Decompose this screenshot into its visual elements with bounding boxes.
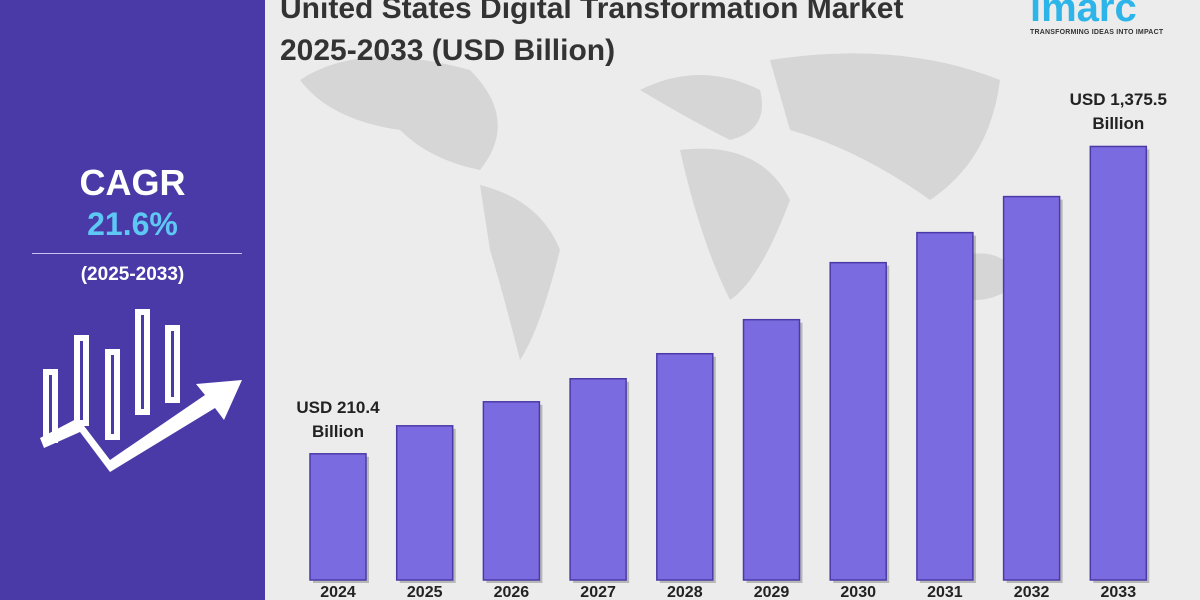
cagr-value: 21.6% — [87, 206, 178, 242]
value-label: USD 1,375.5 Billion — [1069, 90, 1167, 134]
cagr-label: CAGR — [79, 162, 186, 203]
value-label: USD 210.4 Billion — [296, 397, 380, 441]
bar — [656, 352, 714, 581]
bar — [1002, 195, 1061, 581]
bar — [482, 401, 541, 581]
bar — [309, 453, 367, 581]
bar — [916, 231, 974, 581]
tagline: TRANSFORMING IDEAS INTO IMPACT — [1030, 29, 1164, 36]
x-tick-label: 2027 — [580, 584, 616, 600]
x-tick-label: 2025 — [407, 584, 443, 600]
x-tick-label: 2026 — [494, 584, 530, 600]
chart-title: United States Digital Transformation Mar… — [280, 0, 904, 67]
x-tick-label: 2024 — [320, 584, 356, 600]
cagr-period: (2025-2033) — [80, 264, 185, 285]
x-tick-label: 2030 — [840, 584, 876, 600]
world-map — [300, 53, 1020, 360]
x-tick-label: 2033 — [1101, 584, 1137, 600]
bar — [829, 261, 887, 581]
bar — [1089, 145, 1148, 581]
cagr-panel: CAGR 21.6% (2025-2033) — [0, 0, 265, 600]
x-tick-label: 2031 — [927, 584, 963, 600]
bar — [742, 318, 801, 581]
bar — [395, 425, 454, 581]
divider — [32, 253, 242, 254]
x-tick-label: 2028 — [667, 584, 703, 600]
growth-icon — [40, 309, 242, 472]
x-tick-label: 2032 — [1014, 584, 1050, 600]
logo: imarc — [1030, 0, 1137, 30]
bar — [569, 378, 627, 581]
x-tick-label: 2029 — [754, 584, 790, 600]
